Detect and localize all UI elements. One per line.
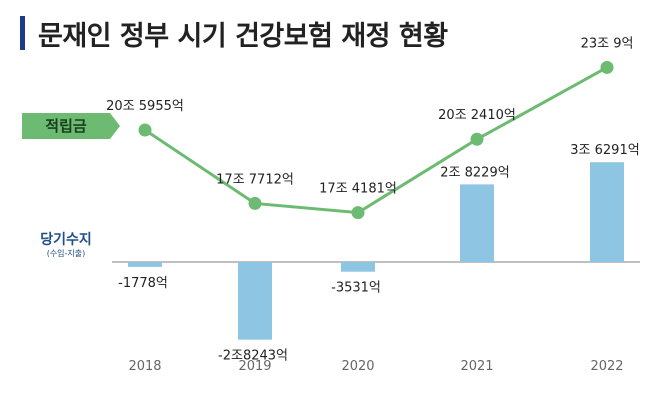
balance-badge-label: 당기수지 [40,232,92,248]
x-tick-2018: 2018 [128,359,161,374]
fund-series-badge: 적립금 [22,113,120,139]
fund-label-2020: 17조 4181억 [319,182,397,197]
fund-label-2022: 23조 9억 [581,36,634,51]
x-tick-2021: 2021 [460,359,493,374]
balance-label-2018: -1778억 [118,276,168,291]
fund-label-2018: 20조 5955억 [106,99,184,114]
balance-badge-sublabel: (수입-지출) [46,249,86,258]
fund-badge-label: 적립금 [45,117,87,135]
balance-label-2019: -2조8243억 [218,349,288,364]
fund-badge-shape [22,113,120,139]
balance-bar-2020 [341,262,375,272]
fund-label-2019: 17조 7712억 [216,172,294,187]
page-title: 문재인 정부 시기 건강보험 재정 현황 [38,21,448,52]
fund-point-2022 [600,60,614,74]
fund-point-2019 [248,196,262,210]
balance-bar-2019 [238,262,272,340]
fund-label-2021: 20조 2410억 [438,108,516,123]
balance-label-2022: 3조 6291억 [570,143,639,158]
balance-bar-2018 [128,262,162,267]
x-tick-2020: 2020 [341,359,374,374]
balance-label-2020: -3531억 [331,281,381,296]
x-tick-2019: 2019 [238,359,271,374]
x-tick-2022: 2022 [590,359,623,374]
fund-point-2020 [351,206,365,220]
fund-point-2018 [138,123,152,137]
title-accent-bar [20,16,25,50]
balance-series-badge: 당기수지 (수입-지출) [22,232,110,264]
balance-bar-2021 [460,184,494,262]
balance-label-2021: 2조 8229억 [440,165,509,180]
balance-bar-2022 [590,162,624,262]
fund-point-2021 [470,132,484,146]
